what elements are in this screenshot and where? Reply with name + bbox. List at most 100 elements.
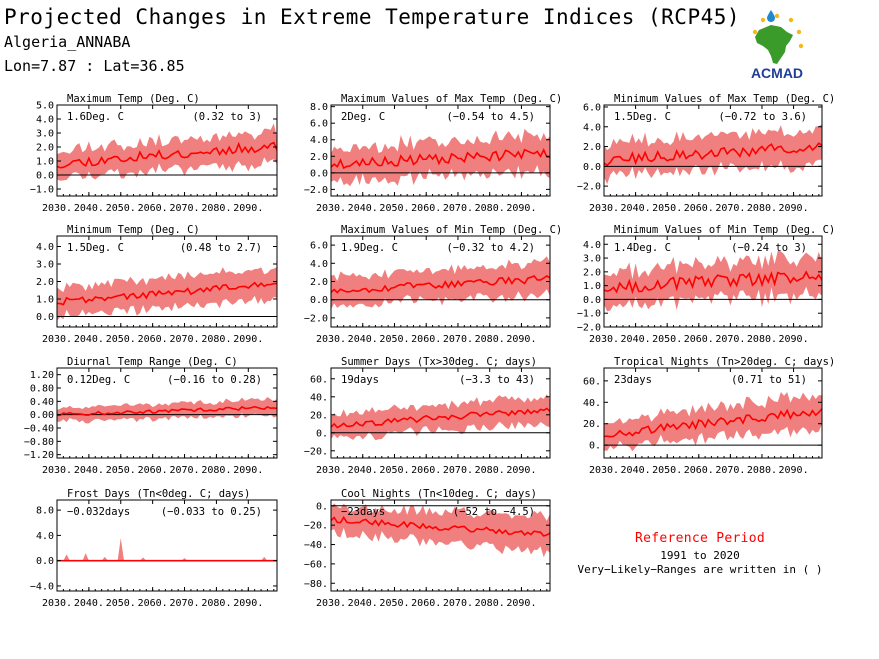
x-tick-label: 2050.	[379, 203, 409, 214]
x-tick-label: 2080.	[747, 334, 777, 345]
plot-frame	[603, 235, 823, 328]
y-tick-label: 6.0	[310, 241, 328, 252]
y-tick-label: 4.0	[36, 242, 54, 253]
x-tick-label: 2090.	[779, 334, 809, 345]
change-value-label: 1.6Deg. C	[67, 111, 124, 123]
ensemble-mean-line	[331, 515, 550, 537]
y-tick-label: 4.0	[583, 122, 601, 133]
change-value-label: 2Deg. C	[341, 111, 385, 123]
x-tick-label: 2070.	[169, 203, 199, 214]
likely-range-label: (0.48 to 2.7)	[180, 242, 262, 254]
likely-range-label: (0.32 to 3)	[192, 111, 262, 123]
change-value-label: −23days	[341, 506, 385, 518]
x-tick-label: 2040.	[74, 598, 104, 609]
y-tick-label: 4.0	[310, 259, 328, 270]
x-tick-label: 2040.	[348, 465, 378, 476]
y-tick-label: 0.0	[36, 171, 54, 182]
ensemble-mean-line	[57, 405, 277, 417]
x-tick-label: 2030.	[42, 598, 72, 609]
y-tick-label: 60.	[310, 374, 328, 385]
x-tick-label: 2070.	[443, 598, 473, 609]
x-tick-label: 2070.	[169, 598, 199, 609]
chart-title: Minimum Values of Min Temp (Deg. C)	[614, 224, 835, 236]
x-tick-label: 2090.	[233, 334, 263, 345]
likely-range-band	[57, 267, 277, 321]
ensemble-mean-line	[331, 148, 550, 170]
y-tick-label: 1.0	[36, 157, 54, 168]
chart-title: Frost Days (Tn<0deg. C; days)	[67, 488, 250, 500]
change-value-label: 1.5Deg. C	[67, 242, 124, 254]
y-tick-label: 2.0	[310, 152, 328, 163]
x-tick-label: 2030.	[316, 598, 346, 609]
reference-period-title: Reference Period	[634, 531, 766, 546]
x-tick-label: 2040.	[621, 203, 651, 214]
x-tick-label: 2040.	[348, 598, 378, 609]
x-tick-label: 2040.	[621, 465, 651, 476]
x-tick-label: 2080.	[201, 334, 231, 345]
x-tick-label: 2060.	[138, 334, 168, 345]
x-tick-label: 2050.	[379, 598, 409, 609]
change-value-label: 1.4Deg. C	[614, 242, 671, 254]
plot-frame	[330, 367, 551, 459]
y-tick-label: 0.0	[310, 168, 328, 179]
y-tick-label: 5.0	[36, 101, 54, 112]
y-tick-label: −2.0	[577, 323, 601, 334]
chart-title: Maximum Temp (Deg. C)	[67, 93, 200, 105]
x-tick-label: 2060.	[684, 334, 714, 345]
likely-range-label: (−0.16 to 0.28)	[167, 374, 262, 386]
y-tick-label: 60.	[583, 376, 601, 387]
likely-range-label: (−52 to −4.5)	[453, 506, 535, 518]
likely-range-band	[604, 392, 822, 452]
x-tick-label: 2040.	[74, 465, 104, 476]
x-tick-label: 2030.	[316, 203, 346, 214]
chart-10: 2030. 2040. 2050. 2060. 2070. 2080. 2090. −4.0 0…	[30, 488, 278, 609]
x-tick-label: 2030.	[42, 334, 72, 345]
plot-frame	[603, 367, 823, 459]
likely-range-label: (−0.32 to 4.2)	[446, 242, 535, 254]
ensemble-mean-line	[604, 142, 822, 167]
likely-range-label: (−0.033 to 0.25)	[161, 506, 262, 518]
x-tick-label: 2030.	[589, 203, 619, 214]
x-tick-label: 2070.	[443, 334, 473, 345]
x-tick-label: 2090.	[233, 203, 263, 214]
y-tick-label: 4.0	[583, 240, 601, 251]
reference-period-years: 1991 to 2020	[660, 549, 740, 562]
x-tick-label: 2050.	[106, 203, 136, 214]
y-tick-label: 0.	[589, 441, 601, 452]
x-tick-label: 2050.	[652, 465, 682, 476]
x-tick-label: 2050.	[106, 334, 136, 345]
x-tick-label: 2090.	[506, 465, 536, 476]
x-tick-label: 2050.	[379, 334, 409, 345]
plot-frame	[56, 104, 278, 197]
likely-range-band	[57, 123, 277, 181]
x-tick-label: 2090.	[506, 334, 536, 345]
y-tick-label: 2.0	[583, 267, 601, 278]
y-tick-label: 3.0	[36, 260, 54, 271]
y-tick-label: 0.80	[30, 384, 54, 395]
x-tick-label: 2040.	[348, 334, 378, 345]
reference-period-note: Very−Likely−Ranges are written in ( )	[577, 563, 823, 576]
page-title: Projected Changes in Extreme Temperature…	[4, 5, 741, 29]
x-tick-label: 2070.	[715, 465, 745, 476]
x-tick-label: 2080.	[747, 203, 777, 214]
x-tick-label: 2030.	[42, 203, 72, 214]
y-tick-label: 20.	[583, 419, 601, 430]
raindrop-icon	[767, 10, 775, 22]
y-tick-label: −2.0	[304, 313, 328, 324]
chart-title: Maximum Values of Max Temp (Deg. C)	[341, 93, 562, 105]
x-tick-label: 2050.	[652, 203, 682, 214]
y-tick-label: 1.0	[583, 281, 601, 292]
y-tick-label: −2.0	[577, 182, 601, 193]
y-tick-label: −1.0	[30, 185, 54, 196]
y-tick-label: 40.	[583, 398, 601, 409]
y-tick-label: −60.	[304, 559, 328, 570]
y-tick-label: 3.0	[583, 254, 601, 265]
x-tick-label: 2040.	[621, 334, 651, 345]
x-tick-label: 2060.	[411, 203, 441, 214]
x-tick-label: 2090.	[506, 203, 536, 214]
likely-range-label: (−0.24 to 3)	[731, 242, 807, 254]
ensemble-mean-line	[57, 281, 277, 306]
station-name: Algeria_ANNABA	[4, 33, 131, 51]
y-tick-label: 20.	[310, 410, 328, 421]
y-tick-label: 6.0	[310, 119, 328, 130]
